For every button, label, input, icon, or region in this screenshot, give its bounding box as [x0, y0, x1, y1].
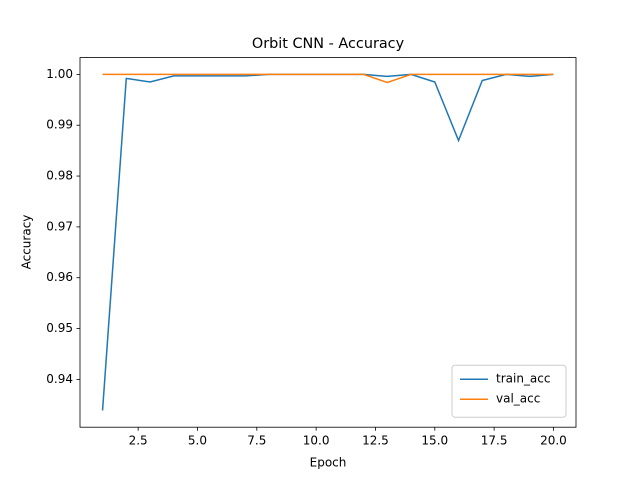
data-line [102, 73, 554, 84]
legend-box [451, 364, 567, 418]
x-tick-label: 7.5 [247, 434, 266, 448]
x-tick-label: 15.0 [421, 434, 448, 448]
x-tick-label: 17.5 [481, 434, 508, 448]
y-tick-label: 0.97 [46, 219, 73, 233]
y-tick-label: 0.96 [46, 270, 73, 284]
y-tick-label: 0.98 [46, 169, 73, 183]
x-tick-label: 20.0 [540, 434, 567, 448]
x-tick-label: 5.0 [188, 434, 207, 448]
y-tick-label: 1.00 [46, 67, 73, 81]
axes-frame [79, 57, 577, 428]
y-axis-label: Accuracy [20, 215, 34, 270]
y-tick-label: 0.99 [46, 118, 73, 132]
legend-label: train_acc [496, 372, 550, 386]
x-tick-label: 2.5 [129, 434, 148, 448]
y-tick-label: 0.95 [46, 321, 73, 335]
chart-title: Orbit CNN - Accuracy [252, 36, 405, 52]
x-axis-label: Epoch [310, 456, 347, 470]
y-tick-label: 0.94 [46, 372, 73, 386]
legend-label: val_acc [496, 392, 540, 406]
x-tick-label: 12.5 [362, 434, 389, 448]
x-tick-label: 10.0 [303, 434, 330, 448]
